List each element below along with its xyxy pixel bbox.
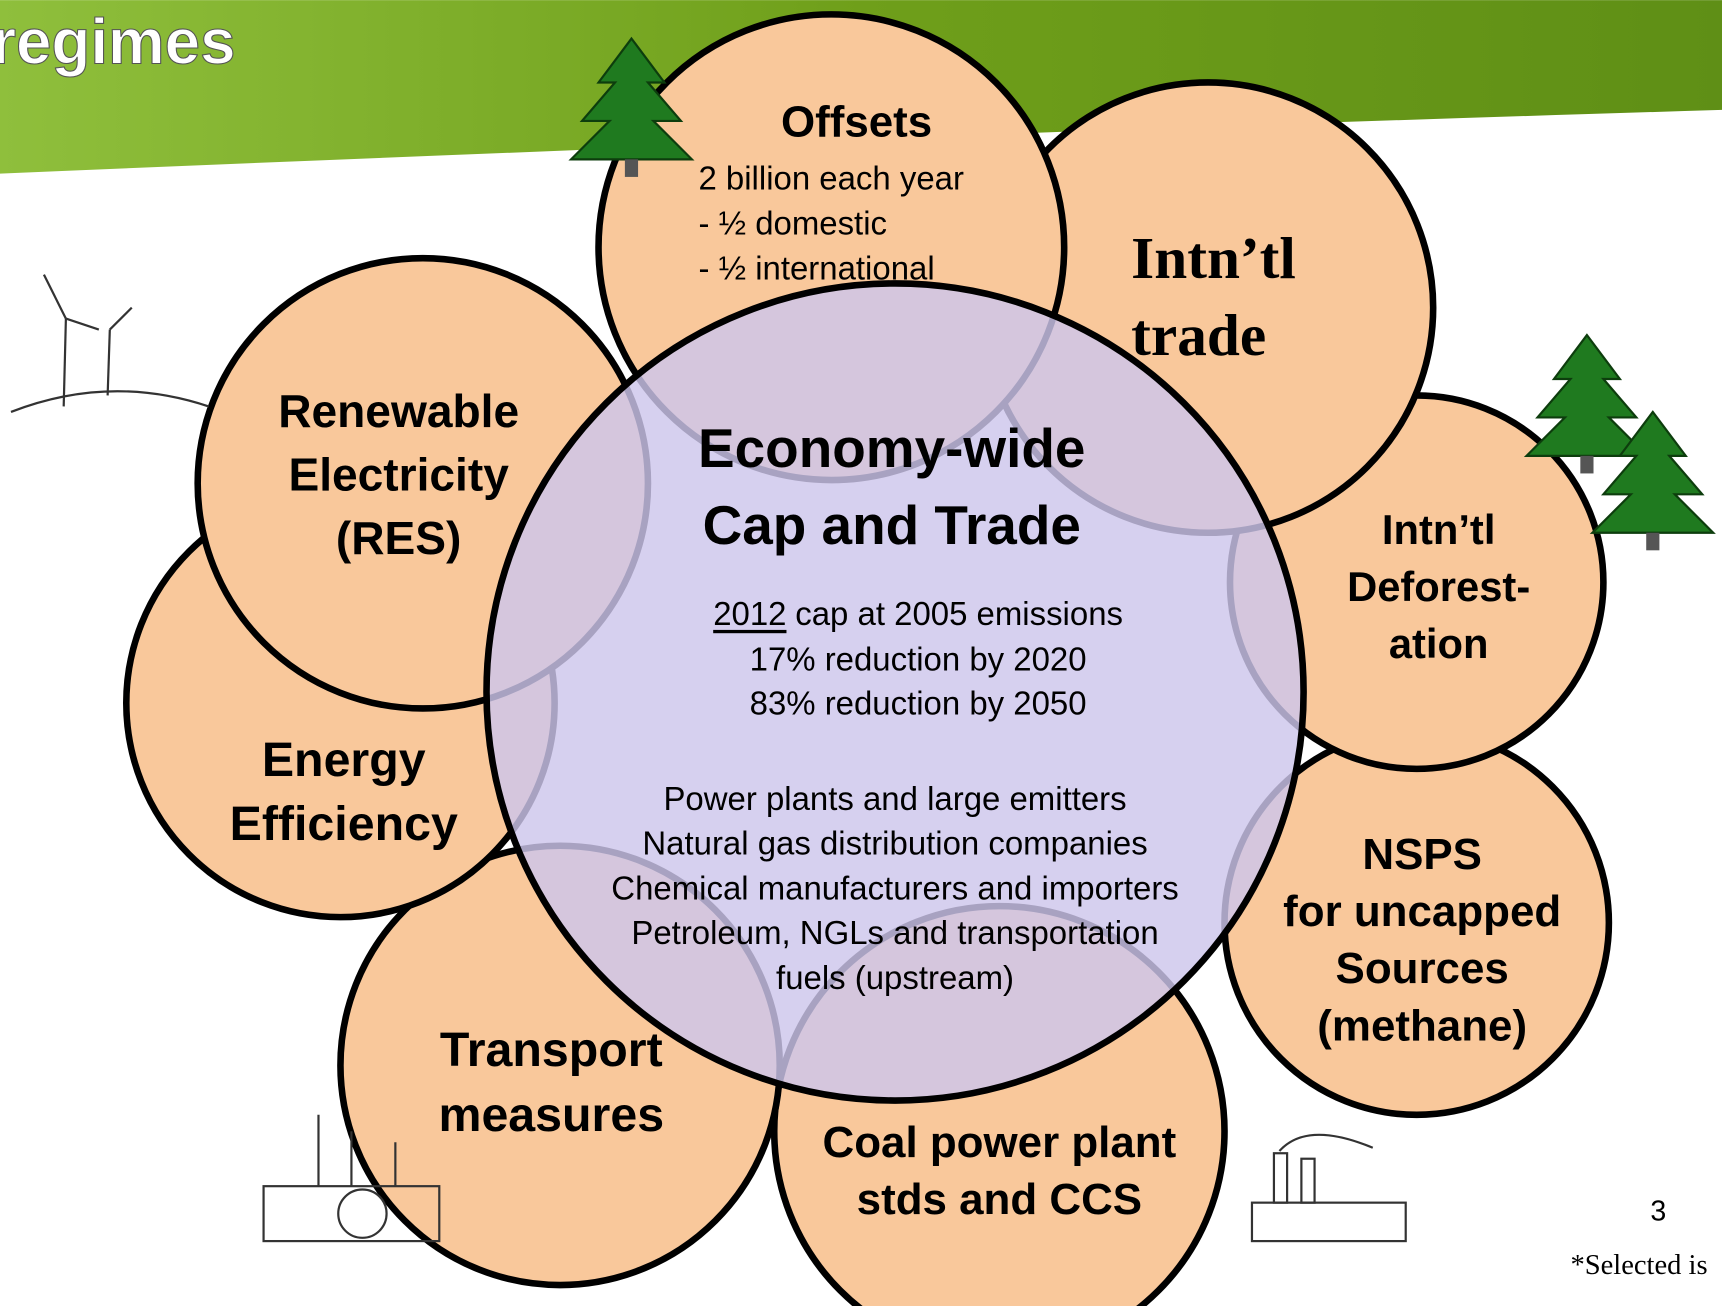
target-line: 17% reduction by 2020 — [750, 641, 1087, 678]
petal-label: Intn’tl — [1382, 506, 1496, 553]
petal-label: (RES) — [336, 512, 462, 564]
petal-label: Electricity — [288, 449, 509, 501]
page-number: 3 — [1650, 1195, 1666, 1227]
petal-label: measures — [438, 1088, 664, 1142]
petal-label: NSPS — [1362, 830, 1482, 879]
petal-detail: 2 billion each year — [698, 160, 964, 197]
sector-line: Natural gas distribution companies — [642, 825, 1147, 862]
slide: regimes Offsets 2 billion each year - ½ do… — [0, 0, 1722, 1306]
petal-label: Deforest- — [1347, 563, 1530, 610]
cap-text: cap at 2005 emissions — [795, 594, 1123, 631]
sector-line: Chemical manufacturers and importers — [611, 869, 1178, 906]
petal-label: Renewable — [278, 385, 519, 437]
petal-label: trade — [1131, 302, 1266, 368]
header-title: regimes — [0, 6, 235, 77]
petal-label: stds and CCS — [857, 1175, 1142, 1224]
petal-label: ation — [1389, 620, 1489, 667]
petal-label: Transport — [440, 1023, 663, 1077]
petal-label: Efficiency — [230, 797, 458, 851]
page: {"header": {"title": "regimes"}, "center… — [0, 0, 1722, 1306]
footnote: *Selected is — [1570, 1250, 1707, 1281]
sector-line: Petroleum, NGLs and transportation — [631, 914, 1158, 951]
petal-label: Sources — [1336, 944, 1509, 993]
petal-label: for uncapped — [1283, 887, 1561, 936]
center-title: Economy-wide — [698, 417, 1085, 479]
petal-label: Coal power plant — [823, 1118, 1177, 1167]
sector-line: Power plants and large emitters — [663, 780, 1126, 817]
sector-line: fuels (upstream) — [776, 959, 1014, 996]
petal-detail: - ½ domestic — [698, 205, 887, 242]
petal-label: (methane) — [1317, 1001, 1527, 1050]
petal-label: Intn’tl — [1131, 225, 1296, 291]
target-line: 83% reduction by 2050 — [750, 684, 1087, 721]
cap-year: 2012 — [713, 594, 786, 631]
windmill-icon — [11, 275, 209, 412]
petal-label: Energy — [262, 733, 426, 787]
petal-label: Offsets — [781, 98, 932, 147]
center-title: Cap and Trade — [703, 494, 1081, 556]
factory-icon — [1252, 1135, 1406, 1241]
